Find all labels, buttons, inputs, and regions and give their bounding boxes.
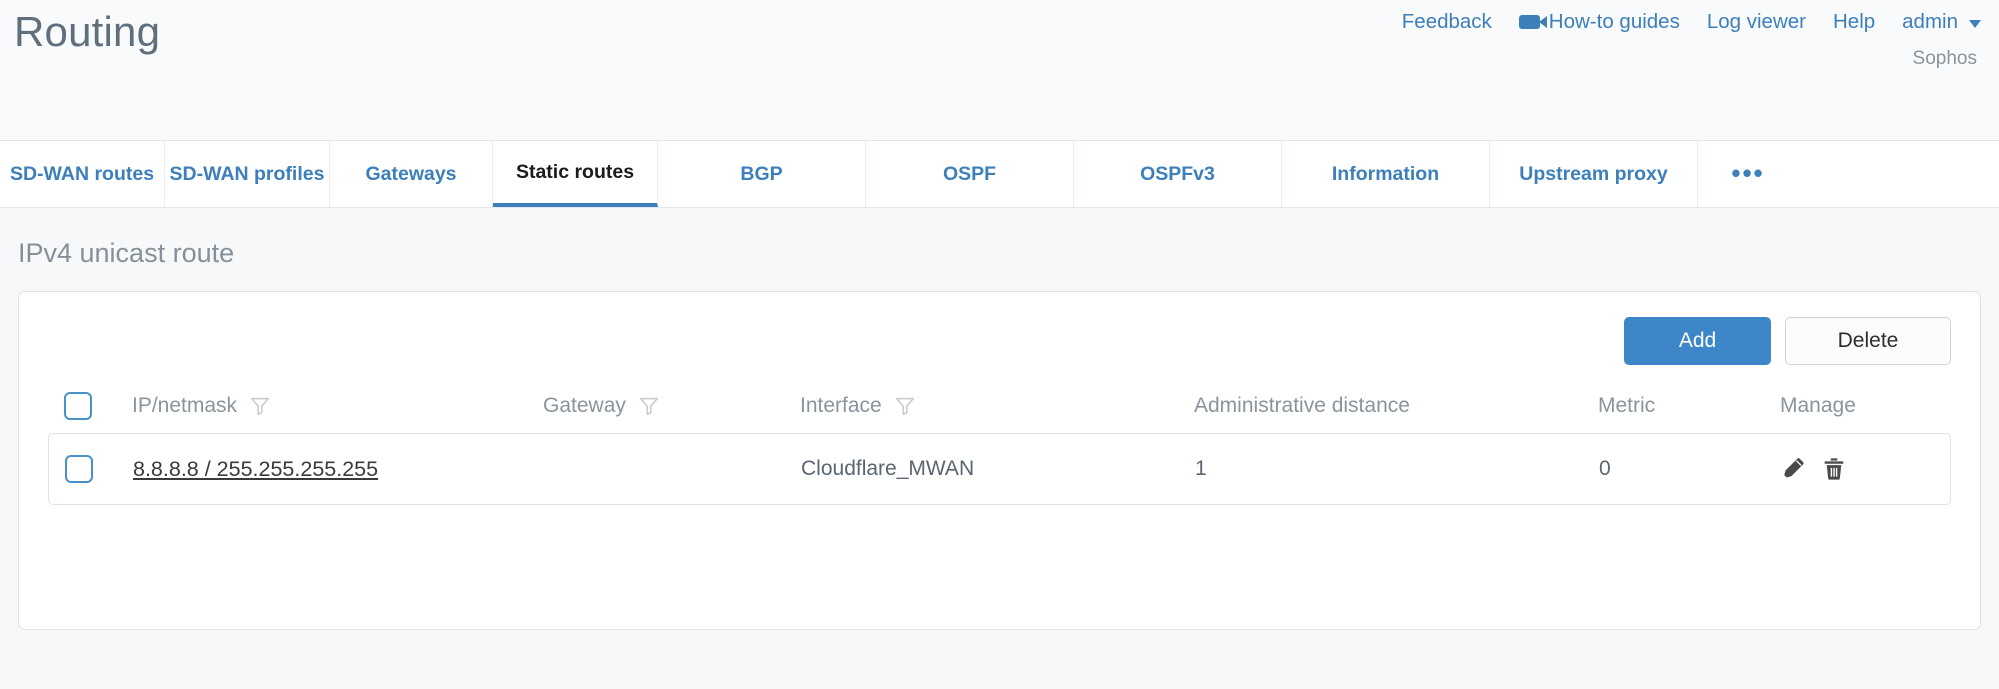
cell-interface: Cloudflare_MWAN <box>801 457 975 480</box>
header-link-label: How-to guides <box>1548 10 1680 33</box>
cell-ip-netmask: 8.8.8.8 / 255.255.255.255 <box>133 457 544 482</box>
tab-static-routes[interactable]: Static routes <box>493 141 658 207</box>
tab-ospf[interactable]: OSPF <box>866 141 1074 207</box>
column-header-ip-netmask: IP/netmask <box>132 394 543 418</box>
add-button[interactable]: Add <box>1624 317 1771 365</box>
column-header-label: Gateway <box>543 394 626 417</box>
row-select-cell <box>65 455 133 483</box>
section-heading: IPv4 unicast route <box>18 238 235 268</box>
tab-sd-wan-profiles[interactable]: SD-WAN profiles <box>165 141 330 207</box>
tab-label: Upstream proxy <box>1519 162 1668 185</box>
app-header: Routing Feedback How-to guides Log viewe… <box>0 0 1999 140</box>
tab-bar: SD-WAN routes SD-WAN profiles Gateways S… <box>0 140 1999 208</box>
column-header-label: IP/netmask <box>132 394 238 417</box>
tab-label: SD-WAN profiles <box>169 162 325 185</box>
column-header-interface: Interface <box>800 394 1194 418</box>
column-header-gateway: Gateway <box>543 394 800 418</box>
tab-label: Information <box>1331 162 1440 185</box>
tab-ospfv3[interactable]: OSPFv3 <box>1074 141 1282 207</box>
delete-icon[interactable] <box>1821 456 1847 482</box>
overflow-dots-icon: ••• <box>1731 158 1765 189</box>
filter-icon[interactable] <box>249 395 271 417</box>
cell-manage <box>1781 456 1934 482</box>
routes-table: IP/netmask Gateway Interface <box>48 379 1951 505</box>
filter-icon[interactable] <box>638 395 660 417</box>
tab-label: OSPF <box>942 162 997 185</box>
column-header-label: Metric <box>1598 394 1656 417</box>
header-link-help[interactable]: Help <box>1832 10 1876 33</box>
tab-label: Gateways <box>365 162 457 185</box>
column-header-metric: Metric <box>1598 394 1780 418</box>
header-nav: Feedback How-to guides Log viewer Help a… <box>1401 10 1981 33</box>
tab-label: OSPFv3 <box>1140 162 1215 185</box>
user-menu-label: admin <box>1902 10 1958 33</box>
tab-gateways[interactable]: Gateways <box>330 141 493 207</box>
content-area: IPv4 unicast route Add Delete IP/netmask <box>0 208 1999 630</box>
tab-label: BGP <box>740 162 783 185</box>
row-select-checkbox[interactable] <box>65 455 93 483</box>
route-link[interactable]: 8.8.8.8 / 255.255.255.255 <box>133 456 379 481</box>
table-row: 8.8.8.8 / 255.255.255.255 Cloudflare_MWA… <box>48 433 1951 505</box>
card-toolbar: Add Delete <box>48 292 1951 365</box>
video-icon <box>1518 15 1547 30</box>
edit-icon[interactable] <box>1781 456 1807 482</box>
select-all-checkbox[interactable] <box>64 392 92 420</box>
table-header-row: IP/netmask Gateway Interface <box>48 379 1951 433</box>
column-header-manage: Manage <box>1780 394 1935 418</box>
filter-icon[interactable] <box>894 395 916 417</box>
header-link-label: Log viewer <box>1706 10 1806 33</box>
header-link-log-viewer[interactable]: Log viewer <box>1706 10 1806 33</box>
tab-sd-wan-routes[interactable]: SD-WAN routes <box>0 141 165 207</box>
select-all-cell <box>64 392 132 420</box>
org-name: Sophos <box>1912 48 1977 69</box>
cell-administrative-distance: 1 <box>1195 457 1207 480</box>
header-link-how-to-guides[interactable]: How-to guides <box>1518 10 1680 33</box>
tab-information[interactable]: Information <box>1282 141 1490 207</box>
chevron-down-icon <box>1969 20 1981 29</box>
header-link-label: Help <box>1832 10 1876 33</box>
column-header-label: Administrative distance <box>1194 394 1410 417</box>
tab-upstream-proxy[interactable]: Upstream proxy <box>1490 141 1698 207</box>
header-link-feedback[interactable]: Feedback <box>1401 10 1492 33</box>
column-header-label: Manage <box>1780 394 1856 417</box>
ipv4-unicast-route-card: Add Delete IP/netmask Gateway <box>18 291 1981 630</box>
cell-metric: 0 <box>1599 457 1611 480</box>
tab-bgp[interactable]: BGP <box>658 141 866 207</box>
tab-label: SD-WAN routes <box>9 162 155 185</box>
delete-button[interactable]: Delete <box>1785 317 1951 365</box>
tab-overflow-menu[interactable]: ••• <box>1698 141 1798 207</box>
column-header-administrative-distance: Administrative distance <box>1194 394 1598 418</box>
header-link-label: Feedback <box>1401 10 1492 33</box>
column-header-label: Interface <box>800 394 882 417</box>
user-menu-admin[interactable]: admin <box>1902 10 1981 33</box>
page-title: Routing <box>14 8 161 55</box>
tab-label: Static routes <box>515 160 635 183</box>
